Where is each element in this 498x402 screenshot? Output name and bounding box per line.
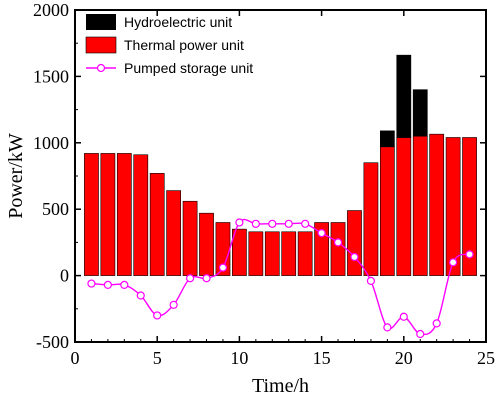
pumped-storage-point (333, 238, 343, 247)
pumped-storage-point (136, 291, 145, 300)
pumped-storage-point (383, 323, 392, 332)
thermal-bar (166, 190, 182, 276)
x-axis-label: Time/h (252, 375, 309, 397)
pumped-storage-point (218, 263, 228, 272)
pumped-storage-point (87, 279, 96, 288)
legend-label-thermal: Thermal power unit (124, 37, 244, 53)
thermal-bar (149, 173, 165, 276)
x-tick-label: 20 (395, 348, 413, 368)
x-tick-label: 0 (71, 348, 80, 368)
pumped-storage-point (432, 319, 441, 328)
pumped-storage-point (399, 312, 408, 321)
pumped-storage-point (169, 300, 178, 309)
thermal-bar (363, 162, 379, 276)
hydro-bar (379, 130, 395, 148)
y-tick-label: 500 (42, 199, 69, 219)
y-tick-label: 2000 (33, 0, 69, 20)
y-tick-label: 0 (60, 266, 69, 286)
pumped-storage-point (251, 219, 260, 228)
pumped-storage-point (416, 329, 425, 339)
thermal-bar (133, 154, 149, 276)
pumped-storage-point (235, 218, 244, 227)
pumped-storage-point (103, 280, 112, 289)
legend-label-hydro: Hydroelectric unit (124, 14, 232, 30)
thermal-bar (297, 231, 313, 276)
pumped-storage-point (449, 258, 458, 267)
y-tick-label: -500 (36, 332, 69, 352)
pumped-storage-point (202, 274, 211, 283)
thermal-bar (116, 153, 132, 276)
thermal-bar (232, 228, 247, 276)
pumped-storage-point (284, 219, 293, 228)
y-axis-label: Power/kW (5, 133, 27, 219)
thermal-bar (429, 133, 445, 276)
thermal-bar (199, 212, 214, 276)
thermal-bar (100, 153, 116, 276)
x-tick-label: 25 (477, 348, 495, 368)
thermal-bar (248, 231, 264, 276)
thermal-bar (412, 135, 428, 276)
thermal-bar (281, 231, 297, 276)
hydro-bar (412, 89, 428, 137)
thermal-bar (396, 137, 412, 276)
x-tick-label: 10 (230, 348, 248, 368)
thermal-bar (84, 153, 99, 276)
pumped-storage-point (317, 229, 326, 238)
pumped-storage-point (465, 250, 474, 259)
thermal-bar (347, 210, 362, 276)
pumped-storage-point (185, 274, 195, 283)
pumped-storage-point (366, 276, 376, 286)
bars-layer (84, 54, 477, 276)
legend-label-pumped: Pumped storage unit (124, 60, 253, 76)
pumped-storage-point (153, 311, 162, 320)
pumped-storage-point (350, 252, 359, 262)
legend-swatch-pumped-marker (96, 63, 106, 73)
pumped-storage-line (91, 218, 470, 336)
y-tick-label: 1000 (33, 133, 69, 153)
line-layer (87, 218, 474, 339)
thermal-bar (182, 200, 198, 276)
thermal-bar (379, 146, 395, 276)
legend-swatch-hydro (86, 14, 116, 30)
thermal-bar (264, 231, 280, 276)
pumped-storage-point (120, 280, 129, 289)
legend: Hydroelectric unit Thermal power unit Pu… (85, 14, 253, 76)
thermal-bar (445, 137, 461, 276)
pumped-storage-point (268, 219, 277, 228)
thermal-bar (462, 137, 477, 276)
legend-swatch-thermal (85, 36, 117, 54)
pumped-storage-point (301, 219, 310, 228)
hydro-bar (396, 54, 412, 138)
x-tick-label: 15 (313, 348, 331, 368)
y-tick-label: 1500 (33, 66, 69, 86)
thermal-bar (330, 222, 346, 276)
x-tick-label: 5 (153, 348, 162, 368)
